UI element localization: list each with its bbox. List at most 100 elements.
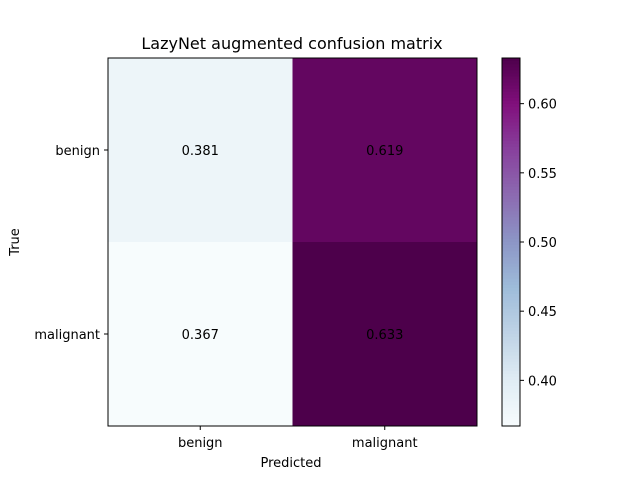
colorbar-segment	[502, 272, 520, 277]
colorbar-segment	[502, 199, 520, 203]
colorbar-segment	[502, 143, 520, 148]
colorbar-segment	[502, 245, 520, 249]
colorbar-segment	[502, 205, 520, 209]
colorbar-segment	[502, 226, 520, 231]
colorbar-segment	[502, 183, 520, 188]
colorbar-segment	[502, 137, 520, 142]
colorbar-segment	[502, 131, 520, 136]
colorbar-segment	[502, 64, 520, 68]
colorbar-segment	[502, 318, 520, 323]
colorbar-segment	[502, 113, 520, 117]
colorbar-segment	[502, 300, 520, 304]
colorbar-segment	[502, 380, 520, 384]
colorbar-segment	[502, 67, 520, 71]
colorbar-segment	[502, 284, 520, 289]
colorbar-segment	[502, 269, 520, 274]
colorbar-segment	[502, 217, 520, 222]
colorbar-segment	[502, 159, 520, 163]
colorbar-segment	[502, 91, 520, 96]
heatmap-cell	[292, 58, 477, 242]
colorbar-segment	[502, 324, 520, 329]
colorbar-segment	[502, 58, 520, 62]
colorbar-segment	[502, 309, 520, 314]
colorbar-segment	[502, 303, 520, 307]
colorbar-segment	[502, 251, 520, 255]
colorbar-tick-label: 0.45	[528, 305, 557, 320]
colorbar-segment	[502, 174, 520, 179]
colorbar-segment	[502, 352, 520, 357]
colorbar-segment	[502, 346, 520, 350]
x-tick-label: benign	[178, 436, 223, 451]
colorbar-segment	[502, 104, 520, 108]
colorbar-segment	[502, 358, 520, 363]
colorbar-segment	[502, 294, 520, 298]
colorbar-segment	[502, 192, 520, 197]
colorbar-segment	[502, 107, 520, 111]
colorbar-segment	[502, 340, 520, 344]
colorbar-segment	[502, 223, 520, 228]
colorbar-segment	[502, 373, 520, 378]
colorbar-segment	[502, 100, 520, 105]
y-axis-label: True	[8, 228, 23, 257]
colorbar-segment	[502, 156, 520, 160]
colorbar-segment	[502, 413, 520, 418]
colorbar-segment	[502, 389, 520, 393]
colorbar-tick-label: 0.50	[528, 236, 557, 251]
colorbar-segment	[502, 232, 520, 237]
colorbar-segment	[502, 208, 520, 212]
y-tick-label: malignant	[34, 328, 100, 343]
colorbar-segment	[502, 153, 520, 157]
colorbar-segment	[502, 275, 520, 280]
heatmap-cell	[292, 242, 477, 426]
colorbar-segment	[502, 419, 520, 424]
colorbar-segment	[502, 140, 520, 145]
colorbar-segment	[502, 110, 520, 114]
colorbar-segment	[502, 61, 520, 65]
colorbar-segment	[502, 242, 520, 246]
colorbar-segment	[502, 416, 520, 421]
colorbar-segment	[502, 266, 520, 271]
colorbar-segment	[502, 364, 520, 369]
colorbar-segment	[502, 392, 520, 396]
colorbar-segment	[502, 260, 520, 265]
colorbar-segment	[502, 383, 520, 387]
x-tick-label: malignant	[352, 436, 418, 451]
colorbar-segment	[502, 85, 520, 90]
colorbar-segment	[502, 349, 520, 353]
colorbar-segment	[502, 401, 520, 406]
colorbar-segment	[502, 82, 520, 87]
colorbar-segment	[502, 165, 520, 169]
colorbar-segment	[502, 422, 520, 427]
heatmap-grid: 0.381 0.619 0.367 0.633 benign malignant benig…	[34, 57, 478, 451]
colorbar-tick-label: 0.40	[528, 374, 557, 389]
colorbar-segment	[502, 122, 520, 127]
colorbar-segment	[502, 220, 520, 225]
colorbar-segment	[502, 235, 520, 240]
heatmap-cell	[108, 58, 293, 242]
colorbar-segment	[502, 73, 520, 77]
colorbar-segment	[502, 355, 520, 360]
colorbar-segment	[502, 168, 520, 173]
colorbar-segment	[502, 177, 520, 182]
heatmap-cell	[108, 242, 293, 426]
colorbar-segment	[502, 134, 520, 139]
colorbar-segment	[502, 330, 520, 335]
colorbar-segment	[502, 263, 520, 268]
cell-value-label: 0.381	[182, 144, 219, 159]
colorbar-segment	[502, 189, 520, 194]
colorbar-segment	[502, 278, 520, 283]
colorbar-segment	[502, 171, 520, 176]
colorbar-segment	[502, 162, 520, 166]
colorbar-segment	[502, 395, 520, 399]
chart-title: LazyNet augmented confusion matrix	[141, 34, 442, 53]
colorbar-segment	[502, 376, 520, 381]
heatmap-frame	[107, 57, 478, 427]
cell-value-label: 0.633	[366, 328, 403, 343]
colorbar-segment	[502, 119, 520, 123]
colorbar-segment	[502, 297, 520, 301]
colorbar-segment	[502, 125, 520, 130]
colorbar-segment	[502, 116, 520, 120]
colorbar-segment	[502, 146, 520, 151]
colorbar-segment	[502, 367, 520, 372]
